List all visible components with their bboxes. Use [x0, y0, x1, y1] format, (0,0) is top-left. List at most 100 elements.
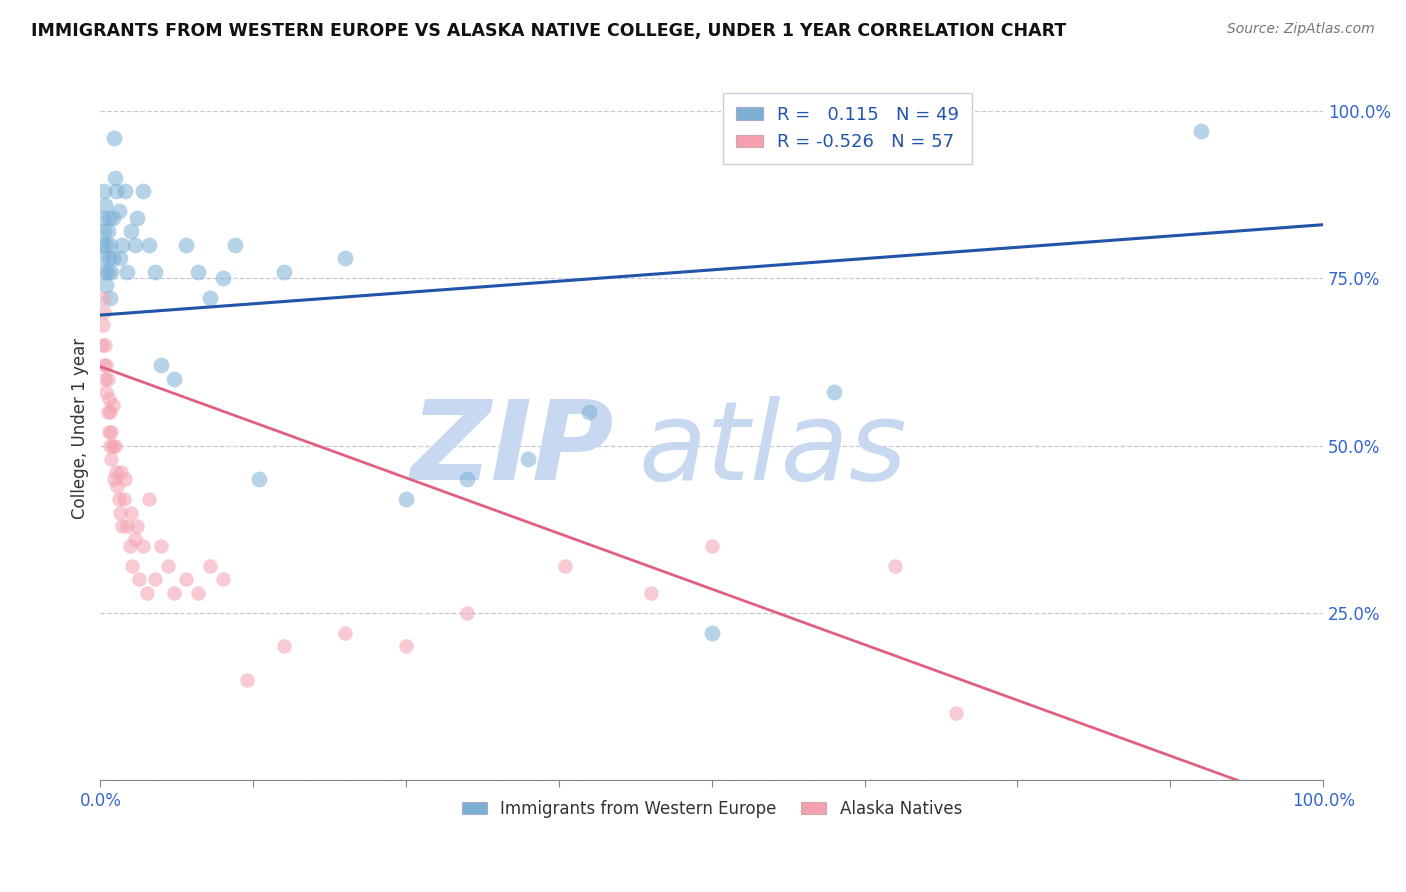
- Point: [111, 519, 134, 533]
- Point: [91, 291, 114, 305]
- Point: [96, 359, 118, 373]
- Point: [700, 626, 723, 640]
- Point: [94, 338, 117, 352]
- Point: [823, 385, 845, 400]
- Point: [114, 184, 136, 198]
- Point: [138, 237, 160, 252]
- Point: [91, 251, 114, 265]
- Point: [135, 586, 157, 600]
- Point: [98, 237, 121, 252]
- Point: [640, 586, 662, 600]
- Point: [117, 519, 139, 533]
- Point: [132, 184, 155, 198]
- Point: [128, 573, 150, 587]
- Point: [94, 264, 117, 278]
- Point: [105, 184, 128, 198]
- Point: [247, 472, 270, 486]
- Point: [150, 539, 173, 553]
- Point: [124, 533, 146, 547]
- Legend: Immigrants from Western Europe, Alaska Natives: Immigrants from Western Europe, Alaska N…: [456, 793, 969, 825]
- Text: IMMIGRANTS FROM WESTERN EUROPE VS ALASKA NATIVE COLLEGE, UNDER 1 YEAR CORRELATIO: IMMIGRANTS FROM WESTERN EUROPE VS ALASKA…: [31, 22, 1066, 40]
- Point: [945, 706, 967, 721]
- Point: [101, 251, 124, 265]
- Point: [98, 291, 121, 305]
- Point: [138, 492, 160, 507]
- Point: [700, 539, 723, 553]
- Point: [150, 359, 173, 373]
- Point: [93, 359, 115, 373]
- Point: [120, 224, 142, 238]
- Point: [145, 264, 167, 278]
- Point: [163, 586, 186, 600]
- Point: [517, 452, 540, 467]
- Point: [101, 211, 124, 225]
- Point: [110, 466, 132, 480]
- Point: [101, 399, 124, 413]
- Text: ZIP: ZIP: [411, 396, 614, 503]
- Point: [211, 271, 233, 285]
- Point: [333, 251, 356, 265]
- Point: [456, 472, 478, 486]
- Point: [107, 204, 129, 219]
- Point: [156, 559, 179, 574]
- Point: [97, 251, 120, 265]
- Point: [90, 237, 112, 252]
- Point: [132, 539, 155, 553]
- Point: [97, 211, 120, 225]
- Point: [187, 586, 209, 600]
- Point: [94, 372, 117, 386]
- Point: [97, 372, 120, 386]
- Point: [456, 606, 478, 620]
- Point: [101, 439, 124, 453]
- Point: [96, 277, 118, 292]
- Point: [91, 318, 114, 332]
- Point: [111, 237, 134, 252]
- Point: [97, 392, 120, 406]
- Point: [333, 626, 356, 640]
- Point: [93, 304, 115, 318]
- Point: [100, 264, 122, 278]
- Point: [124, 237, 146, 252]
- Point: [114, 472, 136, 486]
- Point: [104, 439, 127, 453]
- Point: [97, 264, 120, 278]
- Point: [112, 492, 135, 507]
- Point: [107, 479, 129, 493]
- Point: [108, 251, 131, 265]
- Point: [174, 237, 197, 252]
- Point: [125, 519, 148, 533]
- Point: [93, 224, 115, 238]
- Point: [104, 170, 127, 185]
- Point: [125, 211, 148, 225]
- Point: [98, 405, 121, 419]
- Point: [100, 425, 122, 440]
- Point: [187, 264, 209, 278]
- Point: [200, 559, 222, 574]
- Text: Source: ZipAtlas.com: Source: ZipAtlas.com: [1227, 22, 1375, 37]
- Point: [96, 385, 118, 400]
- Point: [96, 237, 118, 252]
- Point: [120, 506, 142, 520]
- Point: [884, 559, 907, 574]
- Point: [554, 559, 576, 574]
- Point: [174, 573, 197, 587]
- Point: [98, 439, 121, 453]
- Point: [121, 559, 143, 574]
- Point: [273, 264, 295, 278]
- Point: [118, 539, 141, 553]
- Point: [395, 640, 418, 654]
- Point: [103, 472, 125, 486]
- Point: [90, 338, 112, 352]
- Point: [107, 492, 129, 507]
- Point: [578, 405, 600, 419]
- Point: [97, 224, 120, 238]
- Point: [211, 573, 233, 587]
- Point: [145, 573, 167, 587]
- Point: [273, 640, 295, 654]
- Point: [105, 466, 128, 480]
- Point: [395, 492, 418, 507]
- Point: [94, 197, 117, 211]
- Point: [93, 184, 115, 198]
- Point: [91, 211, 114, 225]
- Point: [1189, 124, 1212, 138]
